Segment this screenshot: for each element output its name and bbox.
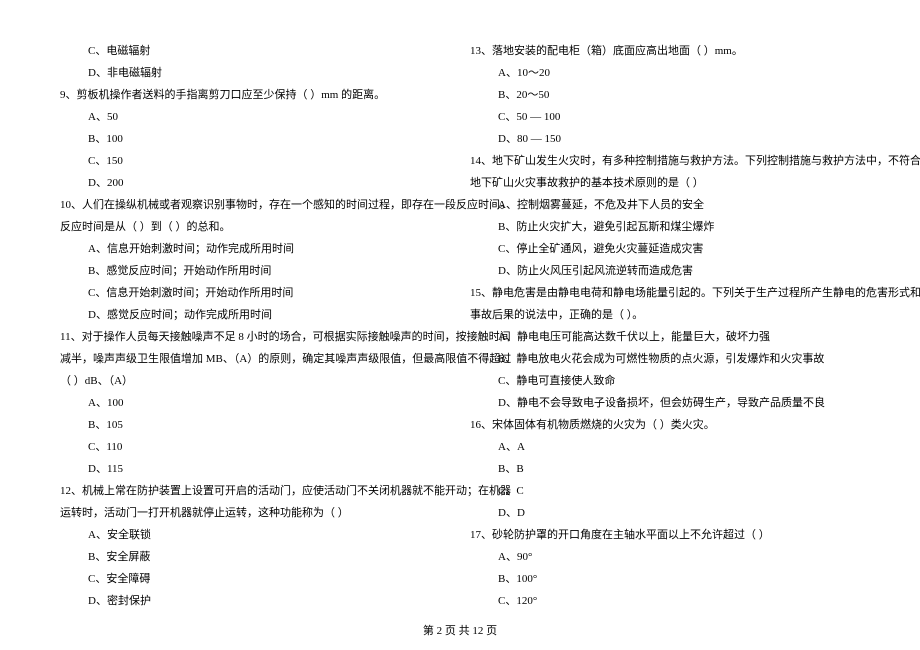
right-line: B、静电放电火花会成为可燃性物质的点火源，引发爆炸和火灾事故: [470, 348, 860, 370]
right-line: B、20～50: [470, 84, 860, 106]
right-line: 13、落地安装的配电柜（箱）底面应高出地面（ ）mm。: [470, 40, 860, 62]
left-line: B、100: [60, 128, 450, 150]
left-line: 反应时间是从（ ）到（ ）的总和。: [60, 216, 450, 238]
left-line: 减半，噪声声级卫生限值增加 MB、（A）的原则，确定其噪声声级限值，但最高限值不…: [60, 348, 450, 370]
left-line: 12、机械上常在防护装置上设置可开启的活动门，应使活动门不关闭机器就不能开动；在…: [60, 480, 450, 502]
right-line: 16、宋体固体有机物质燃烧的火灾为（ ）类火灾。: [470, 414, 860, 436]
right-line: C、C: [470, 480, 860, 502]
right-line: D、防止火风压引起风流逆转而造成危害: [470, 260, 860, 282]
right-line: D、D: [470, 502, 860, 524]
left-line: B、安全屏蔽: [60, 546, 450, 568]
left-line: 9、剪板机操作者送料的手指离剪刀口应至少保持（ ）mm 的距离。: [60, 84, 450, 106]
left-line: C、电磁辐射: [60, 40, 450, 62]
right-line: C、停止全矿通风，避免火灾蔓延造成灾害: [470, 238, 860, 260]
right-line: 14、地下矿山发生火灾时，有多种控制措施与救护方法。下列控制措施与救护方法中，不…: [470, 150, 860, 172]
right-line: A、A: [470, 436, 860, 458]
left-line: C、150: [60, 150, 450, 172]
left-line: A、50: [60, 106, 450, 128]
left-line: C、110: [60, 436, 450, 458]
left-line: B、感觉反应时间；开始动作所用时间: [60, 260, 450, 282]
left-line: D、115: [60, 458, 450, 480]
right-line: C、120°: [470, 590, 860, 612]
right-line: 事故后果的说法中，正确的是（ ）。: [470, 304, 860, 326]
right-column: 13、落地安装的配电柜（箱）底面应高出地面（ ）mm。A、10～20B、20～5…: [460, 40, 870, 590]
left-line: 11、对于操作人员每天接触噪声不足 8 小时的场合，可根据实际接触噪声的时间，按…: [60, 326, 450, 348]
right-line: 17、砂轮防护罩的开口角度在主轴水平面以上不允许超过（ ）: [470, 524, 860, 546]
left-line: 10、人们在操纵机械或者观察识别事物时，存在一个感知的时间过程，即存在一段反应时…: [60, 194, 450, 216]
right-line: C、50 — 100: [470, 106, 860, 128]
left-line: D、非电磁辐射: [60, 62, 450, 84]
left-line: B、105: [60, 414, 450, 436]
right-line: C、静电可直接使人致命: [470, 370, 860, 392]
right-line: B、防止火灾扩大，避免引起瓦斯和煤尘爆炸: [470, 216, 860, 238]
right-line: A、10～20: [470, 62, 860, 84]
right-line: A、静电电压可能高达数千伏以上，能量巨大，破坏力强: [470, 326, 860, 348]
left-line: D、密封保护: [60, 590, 450, 612]
left-line: C、信息开始刺激时间；开始动作所用时间: [60, 282, 450, 304]
left-line: （ ）dB、（A）: [60, 370, 450, 392]
left-line: A、安全联锁: [60, 524, 450, 546]
right-line: D、80 — 150: [470, 128, 860, 150]
left-line: A、100: [60, 392, 450, 414]
left-column: C、电磁辐射D、非电磁辐射9、剪板机操作者送料的手指离剪刀口应至少保持（ ）mm…: [50, 40, 460, 590]
right-line: B、100°: [470, 568, 860, 590]
page-content: C、电磁辐射D、非电磁辐射9、剪板机操作者送料的手指离剪刀口应至少保持（ ）mm…: [0, 0, 920, 620]
left-line: A、信息开始刺激时间；动作完成所用时间: [60, 238, 450, 260]
right-line: B、B: [470, 458, 860, 480]
right-line: D、静电不会导致电子设备损坏，但会妨碍生产，导致产品质量不良: [470, 392, 860, 414]
right-line: 15、静电危害是由静电电荷和静电场能量引起的。下列关于生产过程所产生静电的危害形…: [470, 282, 860, 304]
left-line: 运转时，活动门一打开机器就停止运转，这种功能称为（ ）: [60, 502, 450, 524]
left-line: D、感觉反应时间；动作完成所用时间: [60, 304, 450, 326]
left-line: D、200: [60, 172, 450, 194]
page-footer: 第 2 页 共 12 页: [0, 622, 920, 638]
left-line: C、安全障碍: [60, 568, 450, 590]
right-line: 地下矿山火灾事故救护的基本技术原则的是（ ）: [470, 172, 860, 194]
right-line: A、90°: [470, 546, 860, 568]
right-line: A、控制烟雾蔓延，不危及井下人员的安全: [470, 194, 860, 216]
